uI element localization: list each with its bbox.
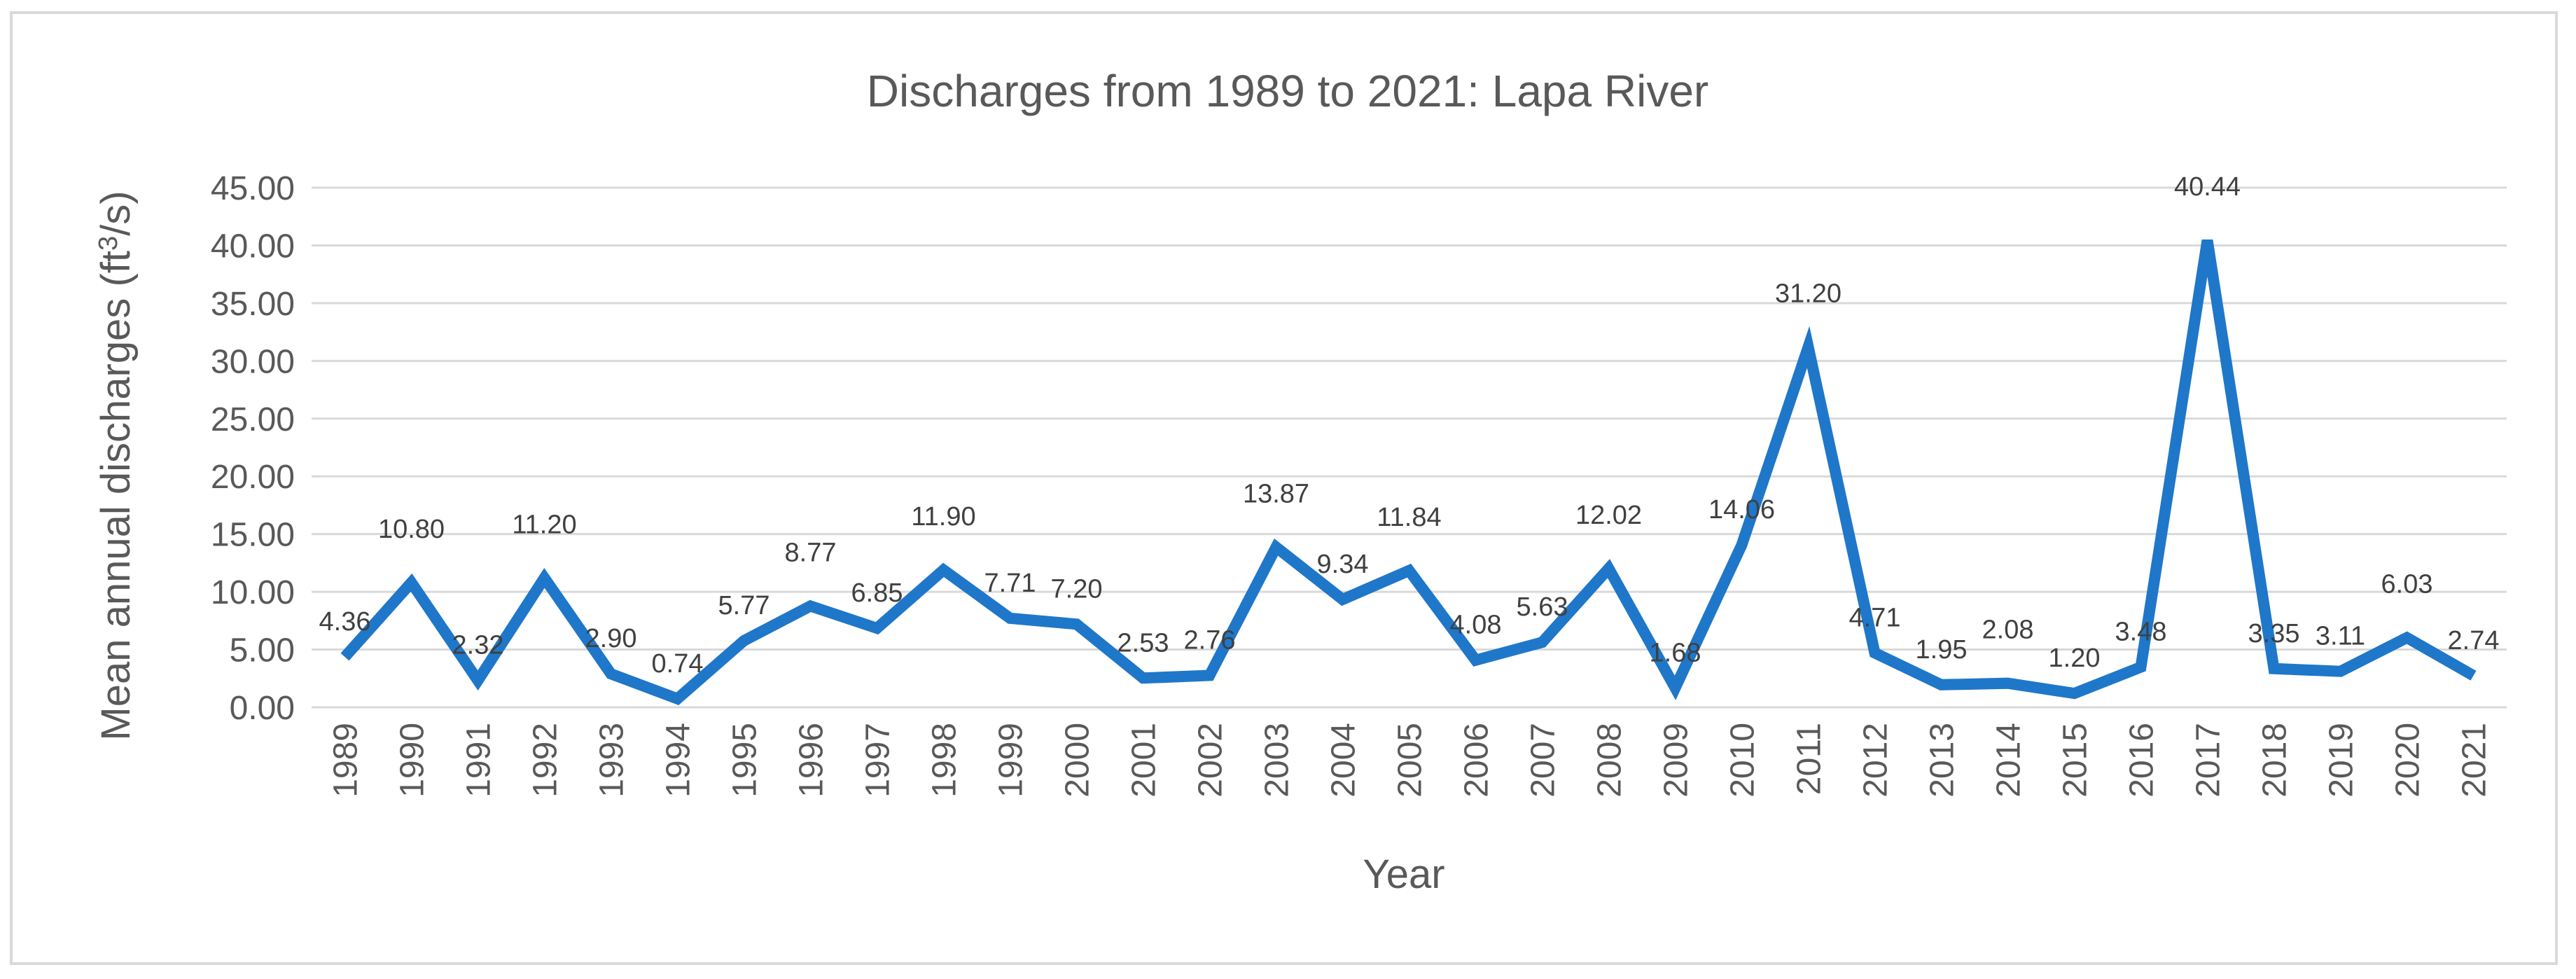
x-tick-label: 2015 — [2057, 723, 2094, 798]
data-label: 4.36 — [319, 607, 371, 637]
y-tick-label: 20.00 — [211, 459, 295, 496]
x-tick-label: 2000 — [1059, 723, 1096, 798]
y-tick-label: 25.00 — [211, 401, 295, 438]
x-tick-label: 2008 — [1592, 723, 1629, 798]
data-label: 5.77 — [718, 591, 770, 620]
x-tick-label: 1997 — [860, 723, 897, 798]
x-axis-title: Year — [1363, 852, 1444, 897]
data-labels: 4.36 10.80 2.32 11.20 2.90 0.74 5.77 8.77 6.85 11… — [319, 172, 2500, 679]
data-label: 11.84 — [1377, 503, 1441, 532]
y-tick-label: 30.00 — [211, 343, 295, 380]
y-axis-title-main: Mean annual discharges (ft — [93, 251, 139, 741]
x-tick-label: 2005 — [1392, 723, 1429, 798]
data-label: 10.80 — [378, 515, 445, 544]
y-tick-label: 15.00 — [211, 517, 295, 554]
x-tick-label: 2017 — [2190, 723, 2227, 798]
data-label: 5.63 — [1517, 592, 1568, 622]
x-tick-label: 2009 — [1658, 723, 1695, 798]
data-label: 6.03 — [2381, 570, 2433, 599]
data-label: 2.74 — [2448, 626, 2500, 655]
x-tick-label: 2002 — [1192, 723, 1230, 798]
x-tick-label: 2007 — [1525, 723, 1562, 798]
data-label: 3.11 — [2316, 622, 2365, 651]
x-tick-label: 1992 — [527, 723, 564, 798]
x-tick-label: 2013 — [1924, 723, 1961, 798]
x-tick-label: 2001 — [1126, 723, 1163, 798]
y-tick-label: 10.00 — [211, 574, 295, 611]
data-label: 4.71 — [1849, 603, 1901, 632]
series-line-layer — [340, 239, 2477, 705]
data-label: 40.44 — [2174, 172, 2241, 202]
data-label: 3.35 — [2248, 619, 2300, 648]
chart-title: Discharges from 1989 to 2021: Lapa River — [867, 66, 1708, 116]
x-tick-label: 2010 — [1725, 723, 1762, 798]
x-tick-label: 2016 — [2124, 723, 2161, 798]
y-tick-label: 45.00 — [211, 170, 295, 207]
x-tick-label: 2006 — [1458, 723, 1496, 798]
x-tick-label: 2019 — [2323, 723, 2360, 798]
y-tick-label: 5.00 — [230, 632, 295, 669]
x-tick-label: 1990 — [394, 723, 431, 798]
x-tick-label: 2020 — [2390, 723, 2427, 798]
data-label: 1.20 — [2049, 644, 2101, 673]
x-tick-label: 2018 — [2257, 723, 2294, 798]
data-label: 2.90 — [585, 624, 637, 653]
x-tick-label: 1989 — [328, 723, 365, 798]
data-label: 4.08 — [1450, 611, 1502, 640]
x-tick-label: 1999 — [993, 723, 1030, 798]
data-label: 11.90 — [911, 502, 975, 532]
series-line — [340, 239, 2477, 705]
data-label: 9.34 — [1317, 550, 1369, 579]
data-label: 2.76 — [1184, 625, 1236, 655]
x-tick-label: 2003 — [1259, 723, 1296, 798]
data-label: 2.08 — [1982, 616, 2034, 645]
x-tick-label: 1996 — [793, 723, 830, 798]
x-tick-label: 2004 — [1325, 723, 1363, 798]
y-tick-label: 35.00 — [211, 286, 295, 323]
y-axis-title: Mean annual discharges (ft3/s) — [93, 190, 139, 740]
data-label: 0.74 — [652, 649, 704, 679]
data-label: 31.20 — [1775, 279, 1842, 309]
y-axis-ticks: 0.00 5.00 10.00 15.00 20.00 25.00 30.00 35.00 40… — [211, 170, 295, 727]
x-tick-label: 2012 — [1858, 723, 1895, 798]
data-label: 2.32 — [452, 631, 504, 660]
x-tick-label: 1998 — [926, 723, 963, 798]
y-axis-title-tail: /s) — [93, 190, 139, 235]
data-label: 13.87 — [1243, 479, 1309, 508]
x-tick-label: 1994 — [660, 723, 697, 798]
data-label: 14.06 — [1708, 495, 1775, 525]
data-label: 3.48 — [2115, 618, 2167, 647]
x-tick-label: 1993 — [594, 723, 631, 798]
data-label: 7.20 — [1051, 574, 1103, 604]
x-axis-ticks: 1989 1990 1991 1992 1993 1994 1995 1996 1997 1998… — [328, 723, 2493, 798]
data-label: 8.77 — [785, 538, 837, 567]
x-tick-label: 2021 — [2456, 723, 2493, 798]
data-label: 12.02 — [1575, 501, 1642, 530]
chart-frame — [10, 11, 2558, 965]
data-label: 7.71 — [984, 569, 1036, 598]
x-tick-label: 2011 — [1791, 723, 1828, 795]
y-tick-label: 0.00 — [230, 690, 295, 727]
x-tick-label: 2014 — [1991, 723, 2028, 798]
data-label: 6.85 — [851, 578, 903, 608]
data-label: 1.95 — [1916, 635, 1968, 665]
y-axis-title-superscript: 3 — [94, 236, 123, 251]
x-tick-label: 1995 — [727, 723, 764, 798]
data-label: 1.68 — [1650, 638, 1701, 667]
data-label: 2.53 — [1118, 628, 1169, 658]
data-label: 11.20 — [512, 510, 576, 539]
x-tick-label: 1991 — [461, 723, 498, 798]
gridlines — [312, 186, 2507, 709]
y-tick-label: 40.00 — [211, 228, 295, 265]
